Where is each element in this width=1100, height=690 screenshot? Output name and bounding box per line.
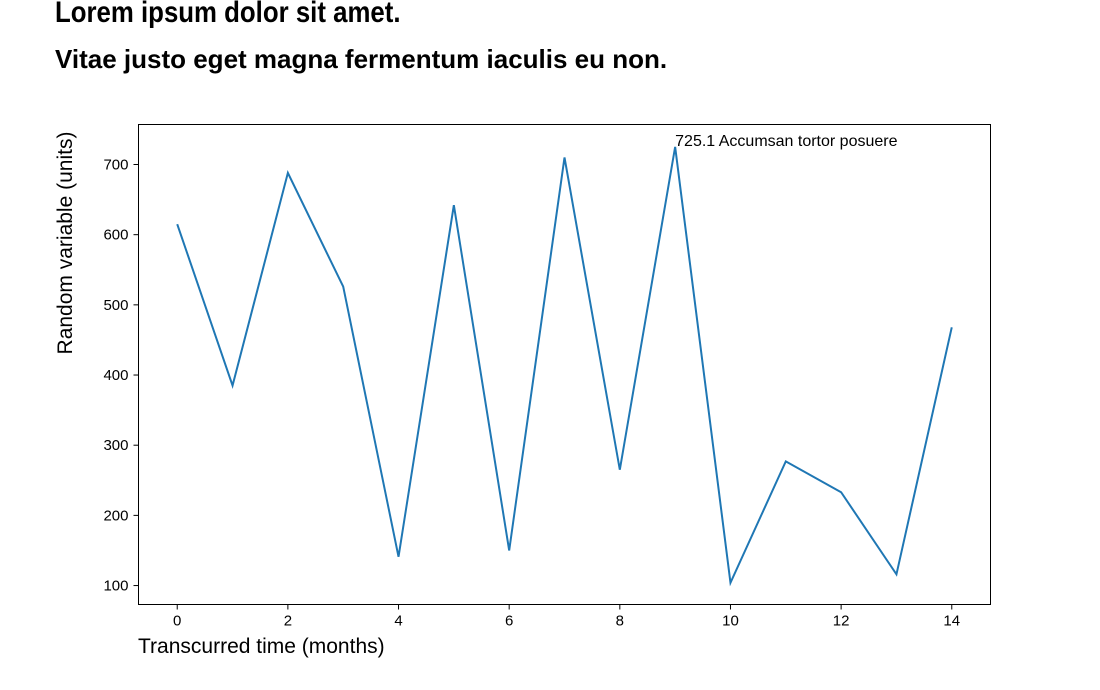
x-tick-label: 6 (505, 613, 513, 630)
y-tick-label: 700 (103, 157, 128, 174)
x-tick-label: 10 (722, 613, 739, 630)
chart-subtitle: Vitae justo eget magna fermentum iaculis… (55, 44, 668, 74)
x-axis-label: Transcurred time (months) (138, 635, 385, 658)
y-tick-label: 300 (103, 437, 128, 454)
series-line (176, 146, 953, 587)
y-tick-label: 100 (103, 578, 128, 595)
annotation-label: 725.1 Accumsan tortor posuere (675, 133, 897, 150)
x-tick-label: 2 (284, 613, 292, 630)
x-tick-label: 12 (833, 613, 850, 630)
y-tick-label: 600 (103, 227, 128, 244)
x-tick-label: 4 (394, 613, 402, 630)
x-tick-label: 8 (616, 613, 624, 630)
y-tick-label: 200 (103, 507, 128, 524)
chart-title: Lorem ipsum dolor sit amet. (55, 0, 401, 29)
x-tick-label: 14 (943, 613, 960, 630)
x-tick-label: 0 (173, 613, 181, 630)
y-tick-label: 500 (103, 297, 128, 314)
y-tick-label: 400 (103, 367, 128, 384)
plot-frame (138, 124, 991, 605)
y-axis-label: Random variable (units) (54, 132, 77, 355)
